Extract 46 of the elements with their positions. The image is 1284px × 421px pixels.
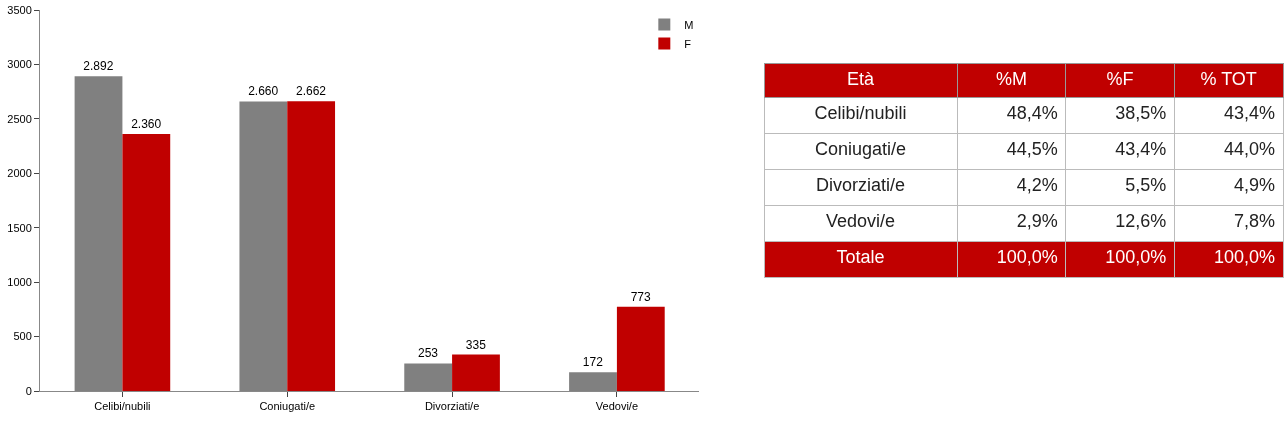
data-label: 2,9% (1016, 210, 1058, 231)
x-tick-label: Divorziati/e (424, 400, 480, 413)
y-tick-label: 1000 (7, 275, 32, 288)
x-tick-label: Coniugati/e (259, 400, 316, 413)
text: Età (847, 68, 876, 89)
data-label: 12,6% (1115, 210, 1167, 231)
text: %F (1106, 68, 1134, 89)
category-label: Vedovi/e (826, 210, 896, 231)
data-label: 5,5% (1125, 174, 1167, 195)
data-label: 100,0% (1213, 246, 1276, 267)
data-label: 48,4% (1006, 102, 1058, 123)
data-label: 253 (418, 346, 439, 361)
y-tick-label: 1500 (7, 221, 32, 234)
data-label: 4,2% (1016, 174, 1058, 195)
data-label: 7,8% (1233, 210, 1276, 231)
x-tick-label: Celibi/nubili (94, 400, 151, 413)
data-label: 44,5% (1006, 138, 1058, 159)
data-label: 773 (630, 289, 651, 304)
data-label: 2.892 (83, 59, 114, 74)
data-label: 100,0% (996, 246, 1058, 267)
data-label: 43,4% (1223, 102, 1276, 123)
category-label: Totale (836, 246, 885, 267)
y-tick-label: 3500 (7, 3, 32, 16)
category-label: Celibi/nubili (814, 102, 907, 123)
data-label: 172 (582, 355, 604, 370)
text: %M (995, 68, 1027, 89)
category-label: Coniugati/e (815, 138, 907, 159)
data-label: 2.660 (248, 84, 279, 99)
data-label: 4,9% (1233, 174, 1276, 195)
data-label: 2.360 (131, 117, 162, 132)
data-label: 38,5% (1115, 102, 1167, 123)
legend-label: F (684, 37, 692, 50)
series-label: % TOT (1200, 68, 1257, 89)
x-tick-label: Vedovi/e (595, 400, 639, 413)
y-tick-label: 2500 (7, 112, 32, 125)
y-tick-label: 2000 (7, 167, 32, 180)
y-tick-label: 0 (25, 384, 32, 397)
data-label: 43,4% (1115, 138, 1167, 159)
category-label: Divorziati/e (816, 174, 906, 195)
data-label: 100,0% (1105, 246, 1167, 267)
data-label: 2.662 (295, 84, 327, 99)
y-tick-label: 500 (13, 330, 32, 343)
data-label: 335 (465, 337, 487, 352)
data-label: 44,0% (1223, 138, 1276, 159)
legend-label: M (684, 18, 694, 31)
y-tick-label: 3000 (7, 58, 32, 71)
